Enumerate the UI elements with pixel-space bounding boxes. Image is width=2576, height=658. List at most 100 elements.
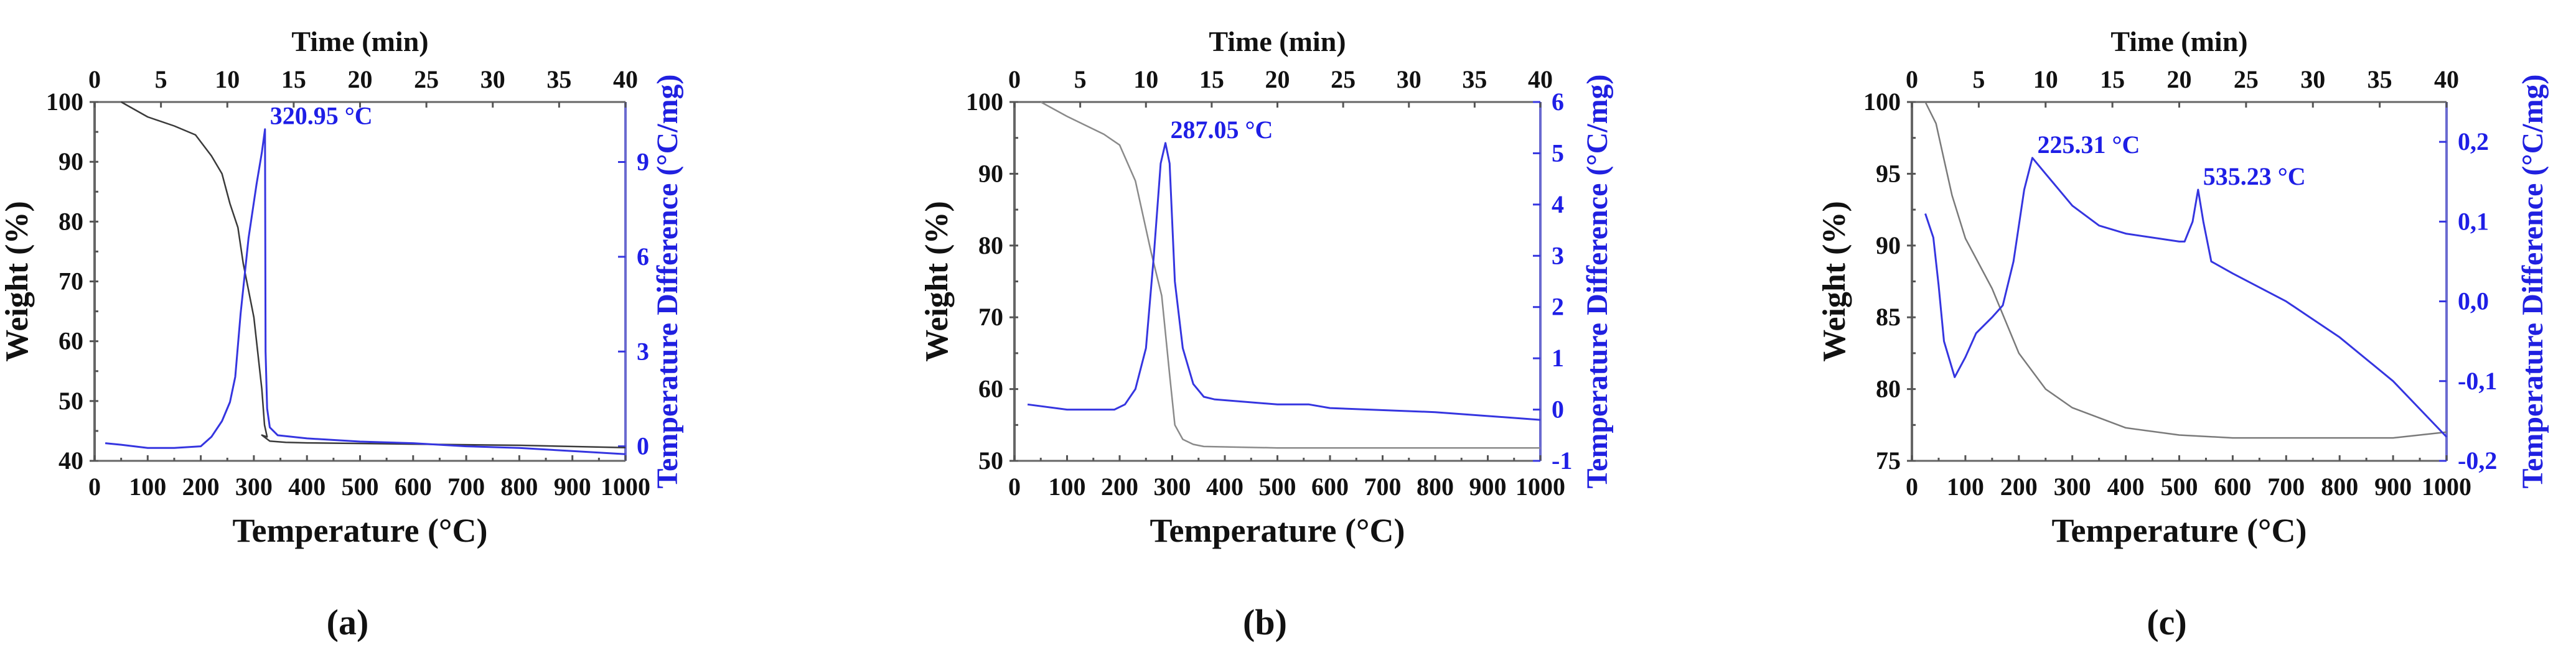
x2-tick-label: 30 bbox=[1397, 65, 1421, 93]
y2-tick-label: 6 bbox=[637, 243, 649, 271]
x2-tick-label: 20 bbox=[1265, 65, 1290, 93]
peak-annotation: 320.95 °C bbox=[270, 102, 373, 130]
panel-label: (a) bbox=[327, 602, 369, 642]
x-tick-label: 900 bbox=[554, 473, 591, 501]
x2-tick-label: 40 bbox=[613, 65, 638, 93]
x-tick-label: 500 bbox=[342, 473, 379, 501]
x2-axis-title: Time (min) bbox=[1209, 25, 1346, 57]
x2-tick-label: 40 bbox=[1528, 65, 1553, 93]
peak-annotation: 287.05 °C bbox=[1171, 116, 1273, 144]
y2-axis-title: Temperature Difference (°C/mg) bbox=[2516, 74, 2549, 488]
peak-annotation: 225.31 °C bbox=[2038, 131, 2140, 159]
x-tick-label: 1000 bbox=[2422, 473, 2471, 501]
x2-axis-title: Time (min) bbox=[2110, 25, 2247, 57]
y2-tick-label: -0,2 bbox=[2458, 447, 2497, 475]
x-tick-label: 300 bbox=[1154, 473, 1191, 501]
y-tick-label: 95 bbox=[1876, 159, 1901, 187]
y-tick-label: 90 bbox=[59, 147, 83, 175]
x-tick-label: 200 bbox=[182, 473, 220, 501]
x-tick-label: 900 bbox=[2374, 473, 2412, 501]
x-tick-label: 300 bbox=[2054, 473, 2091, 501]
y-axis-title: Weight (%) bbox=[1817, 201, 1852, 362]
y-tick-label: 90 bbox=[1876, 231, 1901, 259]
y2-tick-label: 0,2 bbox=[2458, 127, 2489, 155]
x-tick-label: 300 bbox=[235, 473, 273, 501]
y-tick-label: 50 bbox=[59, 387, 83, 415]
y2-tick-label: 3 bbox=[1552, 241, 1564, 269]
x2-tick-label: 20 bbox=[348, 65, 373, 93]
x2-tick-label: 10 bbox=[215, 65, 240, 93]
y2-tick-label: 0,1 bbox=[2458, 207, 2489, 235]
x-tick-label: 800 bbox=[500, 473, 538, 501]
y-tick-label: 90 bbox=[978, 159, 1003, 187]
x2-tick-label: 0 bbox=[1008, 65, 1021, 93]
dta-series-line bbox=[1027, 142, 1541, 421]
x2-tick-label: 5 bbox=[1074, 65, 1087, 93]
x2-tick-label: 25 bbox=[2234, 65, 2259, 93]
x2-tick-label: 25 bbox=[414, 65, 439, 93]
x2-tick-label: 15 bbox=[2100, 65, 2125, 93]
x-tick-label: 600 bbox=[2214, 473, 2251, 501]
y2-tick-label: 4 bbox=[1552, 190, 1564, 218]
x-tick-label: 200 bbox=[2000, 473, 2038, 501]
x-tick-label: 0 bbox=[1906, 473, 1918, 501]
x-tick-label: 400 bbox=[288, 473, 326, 501]
x-tick-label: 800 bbox=[1417, 473, 1454, 501]
x-tick-label: 100 bbox=[129, 473, 166, 501]
y-tick-label: 80 bbox=[978, 231, 1003, 259]
y-tick-label: 70 bbox=[59, 267, 83, 295]
x-tick-label: 700 bbox=[447, 473, 485, 501]
y-tick-label: 85 bbox=[1876, 303, 1901, 331]
x2-tick-label: 35 bbox=[2368, 65, 2392, 93]
x2-axis-title: Time (min) bbox=[291, 25, 428, 57]
y-axis-title: Weight (%) bbox=[0, 201, 35, 362]
x2-tick-label: 10 bbox=[2033, 65, 2058, 93]
x2-tick-label: 30 bbox=[2300, 65, 2325, 93]
x-tick-label: 100 bbox=[1947, 473, 1984, 501]
x2-tick-label: 0 bbox=[88, 65, 101, 93]
x2-tick-label: 25 bbox=[1331, 65, 1356, 93]
y2-tick-label: 3 bbox=[637, 337, 649, 365]
y-tick-label: 60 bbox=[59, 327, 83, 355]
x-axis-title: Temperature (°C) bbox=[1150, 512, 1405, 549]
x-tick-label: 900 bbox=[1469, 473, 1507, 501]
x2-tick-label: 10 bbox=[1133, 65, 1158, 93]
y2-tick-label: 1 bbox=[1552, 344, 1564, 372]
x2-tick-label: 35 bbox=[1462, 65, 1487, 93]
x2-tick-label: 40 bbox=[2434, 65, 2459, 93]
x2-tick-label: 15 bbox=[281, 65, 306, 93]
y-tick-label: 80 bbox=[59, 207, 83, 235]
y2-tick-label: 2 bbox=[1552, 293, 1564, 321]
x2-tick-label: 35 bbox=[546, 65, 571, 93]
x-tick-label: 700 bbox=[1364, 473, 1402, 501]
y2-tick-label: -0,1 bbox=[2458, 367, 2497, 395]
y2-tick-label: 0,0 bbox=[2458, 287, 2489, 315]
y2-tick-label: 9 bbox=[637, 148, 649, 176]
y-tick-label: 100 bbox=[1863, 88, 1901, 116]
weight-series-line bbox=[1040, 101, 1540, 449]
y2-tick-label: -1 bbox=[1552, 447, 1572, 475]
x-axis-title: Temperature (°C) bbox=[2051, 512, 2307, 549]
x-tick-label: 0 bbox=[88, 473, 101, 501]
x-tick-label: 500 bbox=[2161, 473, 2198, 501]
x-tick-label: 500 bbox=[1259, 473, 1296, 501]
y2-tick-label: 6 bbox=[1552, 88, 1564, 116]
dta-series-line bbox=[105, 128, 626, 455]
y2-tick-label: 0 bbox=[1552, 396, 1564, 424]
x-axis-title: Temperature (°C) bbox=[232, 512, 487, 549]
x-tick-label: 800 bbox=[2321, 473, 2358, 501]
y-tick-label: 70 bbox=[978, 303, 1003, 331]
y2-tick-label: 5 bbox=[1552, 139, 1564, 167]
y2-axis-title: Temperature Difference (°C/mg) bbox=[1581, 74, 1614, 488]
x-tick-label: 200 bbox=[1101, 473, 1138, 501]
y-tick-label: 80 bbox=[1876, 375, 1901, 403]
x2-tick-label: 30 bbox=[480, 65, 505, 93]
y-tick-label: 50 bbox=[978, 447, 1003, 475]
x-tick-label: 1000 bbox=[601, 473, 650, 501]
x-tick-label: 0 bbox=[1008, 473, 1021, 501]
weight-series-line bbox=[1924, 101, 2447, 439]
y-tick-label: 40 bbox=[59, 447, 83, 475]
y2-tick-label: 0 bbox=[637, 432, 649, 460]
